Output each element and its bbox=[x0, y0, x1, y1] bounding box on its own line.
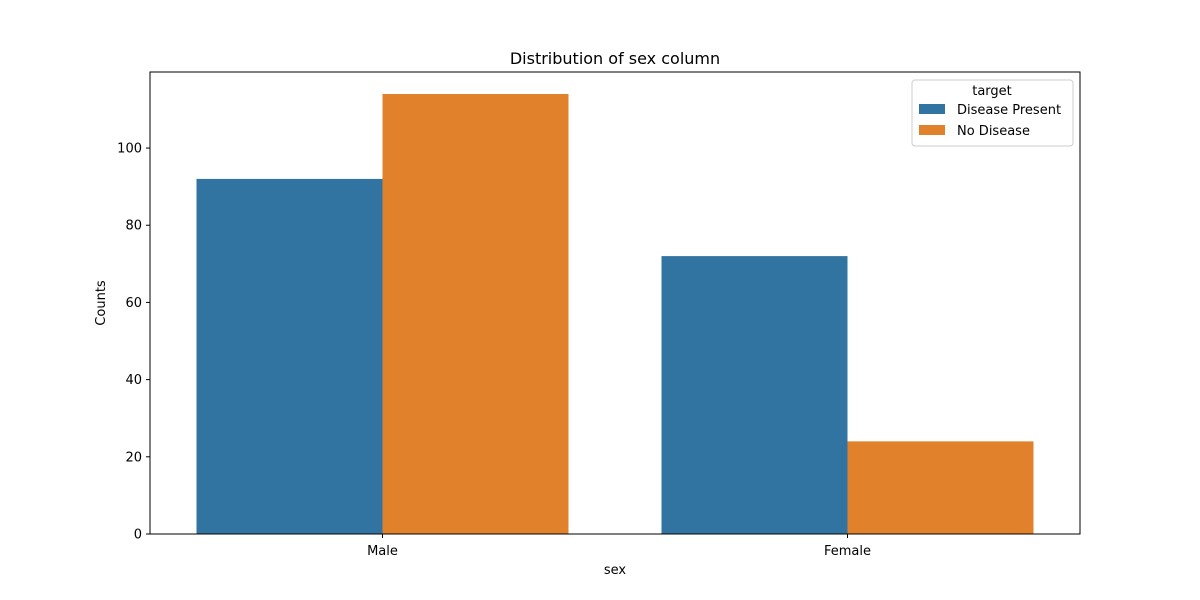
bar-female-no-disease bbox=[847, 441, 1034, 534]
bar-female-disease-present bbox=[661, 256, 848, 534]
bars-group bbox=[196, 94, 1034, 534]
legend-items: Disease Present No Disease bbox=[919, 103, 1061, 139]
x-tick-label-male: Male bbox=[367, 544, 398, 559]
y-tick-label: 80 bbox=[125, 219, 142, 234]
y-axis-ticks: 0 20 40 60 80 100 bbox=[117, 142, 150, 543]
legend-swatch-no-disease bbox=[919, 125, 945, 135]
bar-male-disease-present bbox=[196, 178, 383, 534]
legend-label-disease-present: Disease Present bbox=[957, 103, 1061, 118]
legend-label-no-disease: No Disease bbox=[957, 124, 1030, 139]
y-tick-label: 60 bbox=[125, 296, 142, 311]
plot-frame bbox=[149, 71, 1081, 535]
y-tick-label: 40 bbox=[125, 373, 142, 388]
y-tick-label: 0 bbox=[134, 528, 142, 543]
bar-male-no-disease bbox=[382, 94, 569, 534]
y-tick-label: 100 bbox=[117, 142, 142, 157]
x-tick-label-female: Female bbox=[824, 544, 871, 559]
legend-swatch-disease-present bbox=[919, 104, 945, 114]
chart-title: Distribution of sex column bbox=[510, 49, 720, 68]
legend-box bbox=[911, 79, 1074, 147]
y-axis-label: Counts bbox=[94, 280, 109, 326]
x-axis-label: sex bbox=[604, 563, 627, 578]
legend: target Disease Present No Disease bbox=[911, 79, 1074, 147]
legend-title: target bbox=[972, 84, 1012, 99]
y-tick-label: 20 bbox=[125, 450, 142, 465]
x-axis-ticks: Male Female bbox=[367, 534, 871, 559]
